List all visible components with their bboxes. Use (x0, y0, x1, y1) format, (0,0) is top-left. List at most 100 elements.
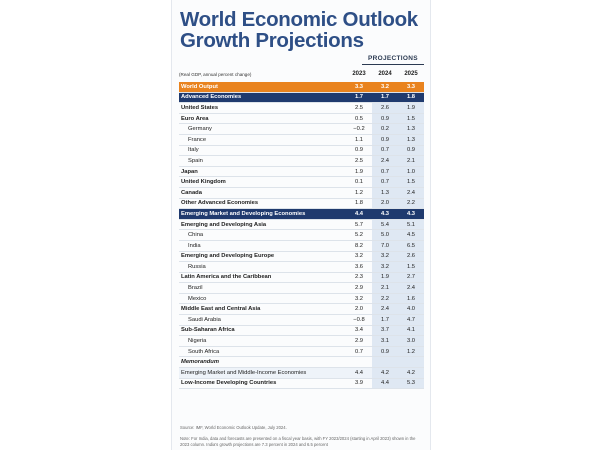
table-row: Emerging and Developing Europe 3.2 3.2 2.6 (179, 251, 424, 263)
row-label: Emerging and Developing Europe (181, 253, 275, 260)
value-2024: 5.0 (372, 230, 398, 240)
row-label: South Africa (188, 348, 220, 355)
row-label: France (188, 136, 207, 143)
value-2023: −0.8 (353, 316, 365, 323)
value-2023: 3.2 (354, 253, 364, 260)
table-row: United Kingdom 0.1 0.7 1.5 (179, 177, 424, 188)
value-2025: 2.4 (398, 283, 424, 293)
value-2024: 1.3 (372, 187, 398, 198)
value-2024: 7.0 (372, 240, 398, 251)
table-row: Advanced Economies 1.7 1.7 1.8 (179, 92, 424, 104)
value-2024: 2.1 (372, 283, 398, 293)
value-2023: 2.5 (354, 104, 364, 111)
value-2024: 0.7 (372, 177, 398, 187)
row-label: Emerging Market and Middle-Income Econom… (181, 369, 307, 376)
value-2025: 1.0 (398, 166, 424, 177)
value-2023: 2.3 (354, 274, 364, 281)
row-label: Euro Area (181, 115, 209, 122)
value-2025: 1.5 (398, 177, 424, 187)
value-2025: 1.8 (398, 92, 424, 103)
value-2024: 0.2 (372, 124, 398, 134)
value-2024: 2.4 (372, 156, 398, 166)
value-2024: 1.9 (372, 272, 398, 283)
value-2025: 4.7 (398, 315, 424, 325)
value-2023: 2.9 (354, 285, 364, 292)
value-2024: 0.9 (372, 346, 398, 357)
value-2023: 0.7 (354, 348, 364, 355)
value-2023: 1.8 (354, 200, 364, 207)
projections-divider (362, 64, 424, 65)
value-2023: 1.9 (354, 168, 364, 175)
projections-table: World Output 3.3 3.2 3.3 Advanced Economies 1… (179, 82, 424, 390)
row-label: Mexico (188, 295, 207, 302)
title-line-2: Growth Projections (180, 29, 364, 52)
row-label: Japan (181, 168, 198, 175)
table-row: India 8.2 7.0 6.5 (179, 240, 424, 252)
table-row: Sub-Saharan Africa 3.4 3.7 4.1 (179, 325, 424, 337)
growth-projections-card: World Economic Outlook Growth Projection… (171, 0, 431, 450)
table-row: Canada 1.2 1.3 2.4 (179, 187, 424, 199)
table-row: Russia 3.6 3.2 1.5 (179, 262, 424, 273)
value-2024: 4.4 (372, 378, 398, 389)
value-2024: 3.2 (372, 82, 398, 92)
value-2023: 5.7 (354, 221, 364, 228)
row-label: Memorandum (181, 359, 220, 366)
value-2023: 1.1 (354, 136, 364, 143)
row-label: Low-Income Developing Countries (181, 380, 277, 387)
value-2024: 3.7 (372, 325, 398, 336)
table-row: Latin America and the Caribbean 2.3 1.9 2.7 (179, 272, 424, 284)
value-2025: 1.6 (398, 293, 424, 304)
projections-label: PROJECTIONS (368, 55, 418, 62)
value-2025: 4.3 (398, 209, 424, 219)
value-2025: 3.0 (398, 336, 424, 346)
year-2024-header: 2024 (378, 71, 392, 77)
table-row: Brazil 2.9 2.1 2.4 (179, 283, 424, 294)
value-2025: 2.1 (398, 156, 424, 166)
table-row: Emerging Market and Developing Economies… (179, 209, 424, 220)
row-label: United Kingdom (181, 179, 226, 186)
table-row: France 1.1 0.9 1.3 (179, 134, 424, 146)
value-2025: 2.7 (398, 272, 424, 283)
value-2025: 0.9 (398, 145, 424, 156)
value-2023: 2.0 (354, 306, 364, 313)
table-header: (Real GDP, annual percent change) 2023 2… (179, 69, 424, 79)
value-2024: 0.9 (372, 134, 398, 145)
value-2024: 2.6 (372, 103, 398, 113)
value-2023: 4.4 (354, 369, 364, 376)
table-row: World Output 3.3 3.2 3.3 (179, 82, 424, 93)
value-2023: −0.2 (353, 126, 365, 133)
value-2025: 5.3 (398, 378, 424, 389)
value-2023: 4.4 (354, 210, 364, 217)
value-2023: 3.6 (354, 263, 364, 270)
table-row: South Africa 0.7 0.9 1.2 (179, 346, 424, 358)
row-label: World Output (181, 83, 218, 90)
value-2024: 5.4 (372, 219, 398, 230)
row-label: China (188, 232, 204, 239)
value-2023: 0.5 (354, 115, 364, 122)
value-2024: 3.2 (372, 251, 398, 262)
value-2024: 4.2 (372, 368, 398, 378)
value-2025: 4.5 (398, 230, 424, 240)
value-2024: 3.1 (372, 336, 398, 346)
row-label: United States (181, 104, 219, 111)
source-note: Source: IMF, World Economic Outlook Upda… (180, 425, 287, 430)
table-row: Italy 0.9 0.7 0.9 (179, 145, 424, 157)
value-2025: 4.2 (398, 368, 424, 378)
table-row: Middle East and Central Asia 2.0 2.4 4.0 (179, 304, 424, 316)
value-2024: 4.3 (372, 209, 398, 219)
value-2023: 5.2 (354, 232, 364, 239)
table-row: Low-Income Developing Countries 3.9 4.4 5.3 (179, 378, 424, 390)
table-row: Mexico 3.2 2.2 1.6 (179, 293, 424, 305)
table-row: Other Advanced Economies 1.8 2.0 2.2 (179, 198, 424, 210)
value-2023: 3.2 (354, 295, 364, 302)
value-2024: 0.7 (372, 166, 398, 177)
table-row: Emerging Market and Middle-Income Econom… (179, 368, 424, 379)
value-2023: 8.2 (354, 242, 364, 249)
value-2023: 0.9 (354, 147, 364, 154)
row-label: Emerging Market and Developing Economies (181, 210, 306, 217)
value-2024: 2.4 (372, 304, 398, 315)
value-2024: 2.2 (372, 293, 398, 304)
row-label: Middle East and Central Asia (181, 306, 261, 313)
value-2025: 2.4 (398, 187, 424, 198)
table-row: Germany −0.2 0.2 1.3 (179, 124, 424, 135)
